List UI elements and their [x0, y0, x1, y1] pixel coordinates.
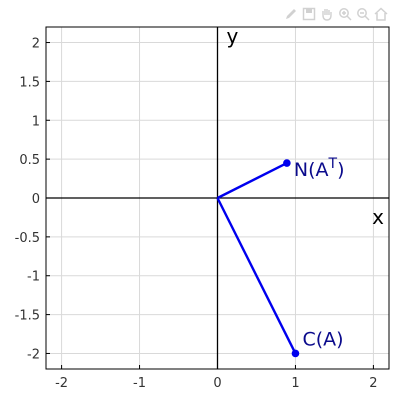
tick-marks [46, 42, 374, 369]
y-tick-label: -1.5 [15, 309, 40, 324]
y-tick-label: 0 [32, 192, 40, 207]
vectors: N(AT) C(A) [216, 156, 345, 358]
y-tick-label: -0.5 [15, 231, 40, 246]
vector-label-0: N(AT) [294, 156, 345, 181]
x-tick-label: -1 [133, 376, 146, 391]
save-icon[interactable] [301, 6, 317, 22]
y-tick-label: 1 [32, 114, 40, 129]
zoom-in-icon[interactable] [337, 6, 353, 22]
x-tick-label: 0 [213, 376, 221, 391]
plot-toolbar [283, 6, 389, 22]
home-icon[interactable] [373, 6, 389, 22]
x-tick-label: -2 [55, 376, 68, 391]
x-tick-label: 1 [291, 376, 299, 391]
vector-endpoint-1 [291, 349, 300, 358]
vector-label-1: C(A) [302, 328, 343, 350]
tick-labels: -2 -1 0 1 2 2 1.5 1 0.5 0 -0.5 -1 -1.5 -2 [15, 37, 378, 391]
y-tick-label: -1 [27, 270, 40, 285]
x-tick-label: 2 [369, 376, 377, 391]
x-axis-label: x [372, 205, 384, 229]
y-tick-label: 2 [32, 37, 40, 52]
vector-line-0 [216, 161, 288, 200]
y-tick-label: 1.5 [19, 75, 40, 90]
y-axis-label: y [227, 24, 239, 48]
pan-hand-icon[interactable] [319, 6, 335, 22]
zoom-out-icon[interactable] [355, 6, 371, 22]
y-tick-label: 0.5 [19, 153, 40, 168]
pencil-icon[interactable] [283, 6, 299, 22]
vector-line-1 [216, 197, 297, 354]
y-tick-label: -2 [27, 347, 40, 362]
vector-endpoint-0 [283, 159, 291, 167]
